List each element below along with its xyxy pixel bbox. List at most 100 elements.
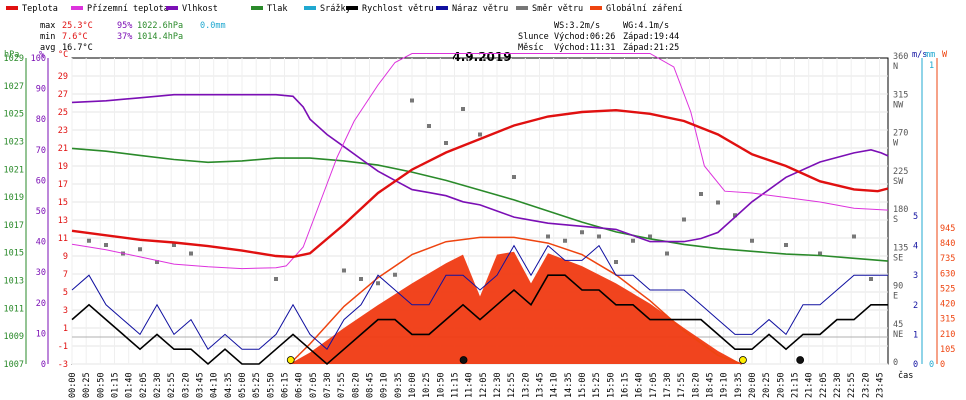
tick-ms-3: 2 <box>913 301 918 311</box>
x-tick-13: 05:25 <box>252 372 262 398</box>
x-tick-24: 10:00 <box>408 372 418 398</box>
x-tick-46: 19:10 <box>720 372 730 398</box>
x-tick-2: 00:50 <box>96 372 106 398</box>
wind-dir-point <box>138 247 142 252</box>
x-tick-52: 21:40 <box>805 372 815 398</box>
x-tick-16: 06:40 <box>295 372 305 398</box>
wind-dir-point <box>189 251 193 256</box>
wind-dir-point <box>342 268 346 273</box>
wind-dir-point <box>852 234 856 239</box>
legend-swatch-5 <box>346 6 358 10</box>
wind-dir-point <box>631 238 635 243</box>
tick-w-1: 840 <box>940 239 955 249</box>
x-tick-38: 15:50 <box>606 372 616 398</box>
info-moon-label: Měsíc <box>518 43 544 53</box>
x-tick-11: 04:35 <box>224 372 234 398</box>
legend-label-1: Přízemní teplota <box>87 4 169 14</box>
wind-dir-point <box>546 234 550 239</box>
wind-dir-point <box>597 234 601 239</box>
legend-swatch-4 <box>304 6 316 10</box>
wind-dir-point <box>818 251 822 256</box>
axis-hpa-unit: hPa <box>4 50 19 60</box>
tick-deg-2: 25 <box>58 108 68 118</box>
tick-pct-8: 20 <box>36 299 46 309</box>
sunset-marker <box>739 356 747 364</box>
x-tick-17: 07:05 <box>309 372 319 398</box>
chart-title: 4.9.2019 <box>452 50 511 64</box>
x-tick-35: 14:35 <box>564 372 574 398</box>
wind-dir-point <box>580 230 584 235</box>
tick-pct-10: 0 <box>41 360 46 370</box>
x-tick-40: 16:40 <box>635 372 645 398</box>
tick-dir-12: 90 <box>893 282 903 292</box>
wind-dir-point <box>359 277 363 281</box>
info-panel: WS:3.2m/s WG:4.1m/s Slunce Východ:06:26 … <box>518 21 679 53</box>
tick-hpa-1: 1027 <box>4 82 24 92</box>
x-tick-22: 09:10 <box>380 372 390 398</box>
legend-swatch-3 <box>251 6 263 10</box>
x-tick-12: 05:00 <box>238 372 248 398</box>
axis-pct-unit: % <box>39 50 44 60</box>
legend-label-7: Směr větru <box>532 4 583 14</box>
legend-label-3: Tlak <box>267 4 287 14</box>
tick-deg-0: 29 <box>58 72 68 82</box>
tick-hpa-4: 1021 <box>4 165 24 175</box>
tick-ms-2: 3 <box>913 271 918 281</box>
x-tick-30: 12:30 <box>493 372 503 398</box>
wind-dir-point <box>427 124 431 128</box>
stat-min-temp: 7.6°C <box>62 32 88 42</box>
tick-dir-10: 135 <box>893 243 908 253</box>
tick-hpa-3: 1023 <box>4 137 24 147</box>
tick-pct-0: 100 <box>31 54 46 64</box>
x-tick-56: 23:20 <box>861 372 871 398</box>
temperature-line <box>71 108 889 259</box>
x-tick-28: 11:40 <box>465 372 475 398</box>
axes: hPa% °C1029102710251023102110191017101510… <box>4 50 956 370</box>
x-tick-19: 07:55 <box>337 372 347 398</box>
axis-mm-unit: mm <box>925 50 935 60</box>
x-tick-57: 23:45 <box>876 372 886 398</box>
wind-dir-point <box>444 141 448 145</box>
radiation-clear-sky <box>289 236 743 365</box>
info-ws: WS:3.2m/s <box>554 21 600 31</box>
tick-deg-10: 9 <box>63 252 68 262</box>
tick-ms-0: 5 <box>913 212 918 222</box>
wind-speed-line <box>71 274 888 366</box>
wind-dir-point <box>104 243 108 247</box>
tick-deg-16: -3 <box>58 360 68 370</box>
x-tick-23: 09:35 <box>394 372 404 398</box>
x-tick-43: 17:55 <box>677 372 687 398</box>
tick-hpa-8: 1013 <box>4 277 24 287</box>
tick-dir-11: SE <box>893 253 903 263</box>
legend-label-8: Globální záření <box>606 4 683 14</box>
humidity-line <box>71 93 889 243</box>
tick-deg-12: 5 <box>63 288 68 298</box>
x-tick-9: 03:45 <box>196 372 206 398</box>
tick-dir-14: 45 <box>893 320 903 330</box>
x-tick-7: 02:55 <box>167 372 177 398</box>
wind-dir-point <box>512 175 516 179</box>
tick-w-5: 420 <box>940 300 955 310</box>
tick-pct-2: 80 <box>36 115 46 125</box>
x-tick-53: 22:05 <box>819 372 829 398</box>
wind-dir-point <box>274 277 278 281</box>
tick-pct-6: 40 <box>36 238 46 248</box>
legend-swatch-6 <box>436 6 448 10</box>
wind-gust-line <box>71 244 888 350</box>
tick-w-0: 945 <box>940 224 955 234</box>
stat-min-label: min <box>40 32 55 42</box>
x-tick-42: 17:30 <box>663 372 673 398</box>
tick-pct-3: 70 <box>36 146 46 156</box>
plot-area <box>71 53 889 366</box>
tick-dir-4: 270 <box>893 129 908 139</box>
tick-dir-7: SW <box>893 177 904 187</box>
x-tick-15: 06:15 <box>281 372 291 398</box>
tick-hpa-2: 1025 <box>4 110 24 120</box>
tick-dir-8: 180 <box>893 205 908 215</box>
wind-dir-point <box>614 260 618 264</box>
tick-deg-6: 17 <box>58 180 68 190</box>
x-axis-label: čas <box>898 370 913 381</box>
tick-dir-15: NE <box>893 330 903 340</box>
x-tick-37: 15:25 <box>592 372 602 398</box>
